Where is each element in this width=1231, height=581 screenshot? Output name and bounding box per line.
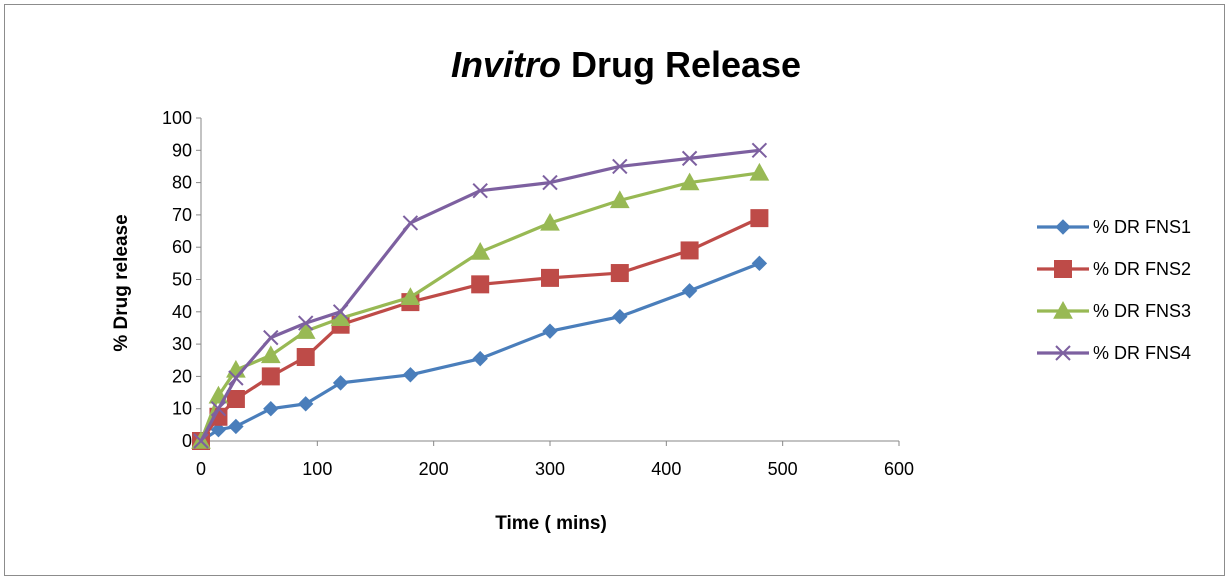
chart-title: Invitro Drug Release xyxy=(451,44,801,85)
y-tick-label: 50 xyxy=(172,270,192,290)
data-point xyxy=(297,396,314,412)
series-4 xyxy=(193,142,768,449)
legend-label: % DR FNS1 xyxy=(1093,217,1191,237)
data-point xyxy=(681,150,698,167)
data-point xyxy=(226,390,245,409)
y-tick-label: 30 xyxy=(172,334,192,354)
data-point xyxy=(228,370,244,386)
y-tick-label: 20 xyxy=(172,366,192,386)
data-point xyxy=(541,268,559,287)
data-point-stroke xyxy=(297,315,314,331)
data-point xyxy=(681,283,698,299)
data-point xyxy=(260,345,281,364)
data-point xyxy=(680,241,699,260)
data-point-stroke xyxy=(402,215,419,231)
y-tick-label: 100 xyxy=(162,108,192,128)
data-point xyxy=(610,264,629,283)
legend-marker xyxy=(1055,219,1071,235)
x-tick-label: 600 xyxy=(884,459,914,479)
data-point xyxy=(210,400,227,417)
legend-marker xyxy=(1054,260,1072,278)
legend-marker-stroke xyxy=(1055,345,1071,361)
chart-title-rest: Drug Release xyxy=(561,44,801,85)
y-tick-label: 0 xyxy=(182,431,192,451)
data-point-stroke xyxy=(612,158,628,175)
data-point-stroke xyxy=(681,150,698,167)
data-point xyxy=(750,209,769,228)
x-tick-label: 200 xyxy=(419,459,449,479)
data-point xyxy=(472,182,488,199)
data-point-stroke xyxy=(751,142,768,159)
chart-title-italic: Invitro xyxy=(451,44,561,85)
data-point xyxy=(679,172,700,191)
data-point-stroke xyxy=(332,304,349,320)
legend: % DR FNS1 % DR FNS2 % DR FNS3 % DR FNS4 xyxy=(1037,217,1191,363)
series-line xyxy=(199,171,760,442)
data-point-stroke xyxy=(210,400,227,417)
x-tick-label: 400 xyxy=(651,459,681,479)
data-point xyxy=(295,321,316,339)
data-point xyxy=(751,142,768,159)
legend-label: % DR FNS2 xyxy=(1093,259,1191,279)
y-tick-label: 10 xyxy=(172,399,192,419)
data-point-stroke xyxy=(472,182,488,199)
legend-entry-4: % DR FNS4 xyxy=(1037,343,1191,363)
data-point xyxy=(542,174,558,191)
data-point xyxy=(751,255,768,272)
data-point xyxy=(402,367,419,383)
data-point xyxy=(193,433,209,449)
series-3 xyxy=(191,162,770,449)
line-chart: Invitro Drug Release Time ( mins) % Drug… xyxy=(111,44,1191,534)
data-point xyxy=(402,215,419,231)
legend-marker xyxy=(1055,345,1071,361)
data-point xyxy=(332,304,349,320)
data-point-stroke xyxy=(542,174,558,191)
y-tick-label: 40 xyxy=(172,302,192,322)
series-line xyxy=(199,148,760,442)
legend-marker xyxy=(1053,300,1073,319)
chart-frame: Invitro Drug Release Time ( mins) % Drug… xyxy=(4,4,1225,576)
data-point-stroke xyxy=(263,329,279,346)
data-point-stroke xyxy=(193,433,209,449)
data-point xyxy=(609,190,630,209)
y-tick-label: 70 xyxy=(172,205,192,225)
y-axis-title: % Drug release xyxy=(111,214,132,351)
legend-entry-1: % DR FNS1 xyxy=(1037,217,1191,237)
data-point xyxy=(400,287,421,305)
x-tick-label: 300 xyxy=(535,459,565,479)
x-tick-label: 100 xyxy=(302,459,332,479)
data-point xyxy=(263,329,279,346)
x-tick-label: 0 xyxy=(196,459,206,479)
data-point xyxy=(612,158,628,175)
y-tick-label: 90 xyxy=(172,140,192,160)
data-point-stroke xyxy=(228,370,244,386)
data-point xyxy=(540,212,560,231)
data-point xyxy=(210,421,227,438)
x-axis-title: Time ( mins) xyxy=(495,513,607,534)
legend-label: % DR FNS3 xyxy=(1093,301,1191,321)
legend-entry-3: % DR FNS3 xyxy=(1037,300,1191,321)
y-tick-label: 60 xyxy=(172,237,192,257)
legend-entry-2: % DR FNS2 xyxy=(1037,259,1191,279)
data-point xyxy=(470,242,491,260)
x-tick-label: 500 xyxy=(768,459,798,479)
data-point xyxy=(296,348,315,367)
data-point xyxy=(228,418,244,435)
data-point xyxy=(471,275,490,294)
data-point xyxy=(749,162,770,181)
data-point xyxy=(297,315,314,331)
data-point xyxy=(261,367,280,386)
data-point xyxy=(542,323,558,339)
data-point xyxy=(612,308,628,325)
legend-label: % DR FNS4 xyxy=(1093,343,1191,363)
data-point xyxy=(332,375,349,391)
data-point xyxy=(472,350,488,367)
y-tick-label: 80 xyxy=(172,173,192,193)
data-point xyxy=(263,400,279,417)
plot-area: 0 10 20 30 40 50 60 70 80 90 100 0 100 200 300 400 500 60… xyxy=(162,108,914,479)
